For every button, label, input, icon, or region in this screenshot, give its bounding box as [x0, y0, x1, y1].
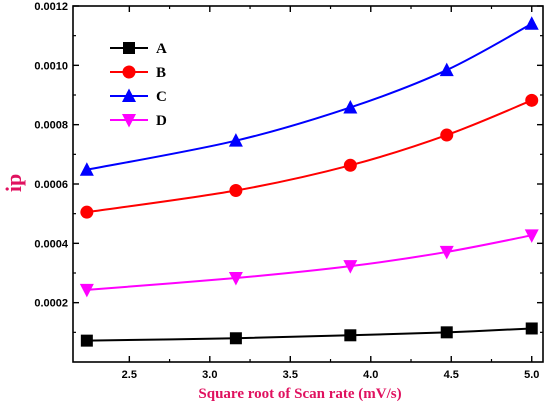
data-point-b: [80, 205, 94, 219]
legend-marker-b: [122, 65, 136, 79]
data-point-d: [79, 283, 94, 298]
data-point-a: [229, 332, 242, 345]
data-point-c: [524, 16, 539, 30]
y-tick-label: 0.0004: [34, 238, 69, 250]
data-point-a: [344, 329, 357, 342]
data-point-d: [228, 272, 243, 286]
x-tick-label: 4.0: [363, 369, 378, 381]
legend-label-a: A: [156, 41, 167, 57]
x-tick-label: 4.5: [444, 369, 459, 381]
y-tick-label: 0.0010: [34, 60, 68, 72]
y-tick-label: 0.0002: [34, 298, 68, 310]
data-point-a: [440, 326, 453, 339]
data-point-d: [439, 245, 454, 260]
data-point-c: [343, 99, 358, 114]
data-point-b: [229, 184, 243, 198]
y-tick-label: 0.0012: [34, 1, 68, 13]
legend-label-b: B: [156, 65, 166, 81]
x-tick-label: 5.0: [524, 369, 539, 381]
data-point-d: [343, 260, 358, 274]
y-axis-title: ip: [1, 174, 26, 192]
data-point-b: [525, 93, 539, 107]
data-point-a: [80, 334, 93, 347]
legend-marker-d: [122, 114, 136, 128]
x-tick-label: 3.0: [202, 369, 217, 381]
y-tick-label: 0.0008: [34, 120, 68, 132]
data-point-c: [79, 162, 94, 176]
data-point-a: [525, 322, 538, 335]
series-line-d: [86, 234, 532, 291]
series-line-c: [86, 22, 533, 171]
data-point-c: [439, 62, 454, 77]
legend-marker-a: [123, 42, 135, 54]
y-tick-label: 0.0006: [34, 179, 68, 191]
x-tick-label: 2.5: [122, 369, 137, 381]
series-line-a: [86, 327, 532, 342]
x-axis-title: Square root of Scan rate (mV/s): [198, 386, 401, 402]
data-point-d: [524, 229, 539, 243]
data-point-b: [343, 158, 357, 172]
legend-label-c: C: [156, 89, 167, 105]
axes: 2.5 3.0 3.5 4.0 4.5 5.0 0.0002 0.0004 0.0006 0.00…: [34, 1, 544, 381]
x-tick-label: 3.5: [283, 369, 298, 381]
series-line-b: [86, 99, 533, 214]
series-group: [79, 16, 539, 347]
data-point-b: [440, 128, 454, 142]
legend-marker-c: [122, 88, 136, 102]
legend-label-d: D: [156, 113, 167, 129]
plot-frame: [72, 5, 544, 363]
data-point-c: [228, 133, 243, 147]
